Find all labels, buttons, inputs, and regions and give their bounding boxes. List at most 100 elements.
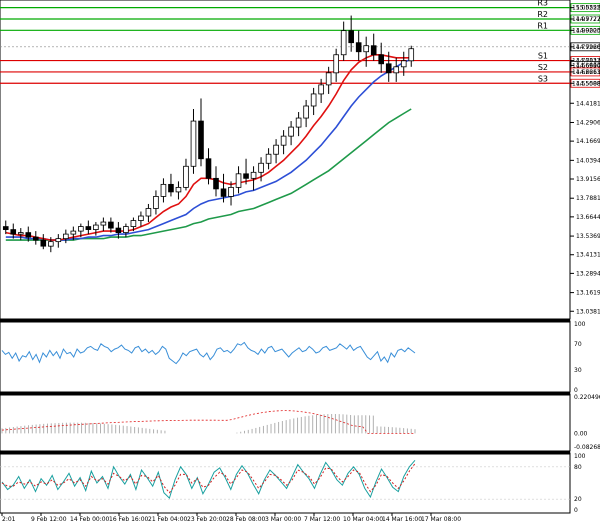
candle-body [17,232,24,235]
candle-body [310,93,317,107]
candle-body [55,238,62,243]
candle [235,166,242,194]
candle-body [63,233,69,240]
candle-body [250,171,257,179]
candle [250,166,257,191]
price-box-text: 14.55088 [572,80,600,87]
oscillator-1-y-tick-label: 100 [574,321,586,328]
candle [318,78,324,103]
candle-body [408,48,415,62]
price-y-tick-label: 14.55088 [576,80,600,87]
price-y-tick-label: 14.62613 [576,69,600,76]
candle-body [2,226,9,230]
candle-body [258,162,264,173]
time-x-axis: 2:01 9 Feb 12:00 14 Feb 00:00 16 Feb 16:00 2… [1,513,461,523]
candle-body [115,227,122,233]
x-tick-label: 16 Feb 16:00 [109,516,149,523]
candle [85,220,92,235]
x-tick-label: 3 Mar 00:00 [265,516,301,523]
level-label-s3: S3 [538,74,548,83]
candle-body [228,186,234,197]
candle [325,66,332,94]
candle [303,99,309,128]
price-y-tick-label: 14.16690 [576,138,600,145]
candle [243,158,249,185]
candle-body [303,105,309,119]
candle [40,234,47,250]
x-tick-label: 14 Mar 16:00 [382,516,422,523]
candle [108,217,114,233]
candle-body [153,196,159,209]
candle-body [48,241,54,247]
candle [175,181,182,200]
candle-body [340,30,347,56]
candle [258,157,264,182]
price-y-tick-label: 13.78815 [576,195,600,202]
price-y-tick-label: 13.03815 [576,308,600,315]
candle [280,130,287,155]
candle-body [318,84,324,95]
candle-body [220,188,227,197]
level-label-s1: S1 [538,52,548,61]
candle-body [93,224,99,230]
candle [78,223,84,238]
candle-body [333,54,339,74]
candle [48,237,54,253]
candle [168,173,174,197]
x-tick-label: 28 Feb 08:00 [226,516,266,523]
price-y-tick-label: 13.16190 [576,290,600,297]
candle [183,158,189,191]
oscillator-1-y-tick-label: 0 [574,387,578,394]
oscillator-1-y-tick-label: 70 [574,341,582,348]
price-y-tick-label: 14.41815 [576,100,600,107]
candle-body [198,120,204,160]
price-box-text: 14.90203 [572,27,600,34]
candle [63,229,69,244]
candle [363,36,369,67]
candle [145,203,152,223]
x-tick-label: 23 Feb 20:00 [187,516,227,523]
price-y-tick-label: 13.66440 [576,214,600,221]
candle [333,48,339,82]
candle [2,220,9,235]
candle-body [235,173,242,188]
candle-body [348,30,354,44]
candle [228,181,234,206]
candle [198,98,204,167]
candle [310,87,317,116]
candle [153,190,159,215]
candle [17,228,24,241]
price-y-tick-label: 13.41315 [576,252,600,259]
x-tick-label: 9 Feb 12:00 [31,516,67,523]
x-tick-label: 10 Mar 04:00 [343,516,383,523]
oscillator-2-y-tick-label: 0.00 [574,430,588,437]
price-y-axis: 15.05252 14.97727 14.90203 14.79260 14.70137… [570,5,600,315]
price-y-tick-label: 14.03940 [576,157,600,164]
level-label-r2: R2 [537,10,548,19]
price-y-tick-label: 13.28940 [576,270,600,277]
candle-body [85,226,92,230]
price-box-text: 14.97727 [572,16,600,23]
candle-body [400,60,407,68]
oscillator-3-y-tick-label: 0 [574,507,578,514]
candle [100,217,107,232]
candle-body [393,66,400,74]
candle-body [70,230,77,235]
oscillator-2-frame [0,393,571,452]
candle-body [160,183,167,197]
price-y-tick-label: 14.66940 [576,62,600,69]
candle-body [100,221,107,226]
x-tick-label: 17 Mar 08:00 [421,516,461,523]
candle [130,217,137,232]
candle [205,148,212,185]
price-y-tick-label: 13.53690 [576,233,600,240]
oscillator-3-y-tick-label: 80 [574,464,582,471]
candle [265,148,272,170]
candle [370,33,377,61]
candle-body [25,232,32,238]
candle [378,42,385,73]
candle-body [363,45,369,53]
candle-body [32,236,39,241]
level-label-r3: R3 [537,0,548,8]
candle-body [123,226,129,233]
